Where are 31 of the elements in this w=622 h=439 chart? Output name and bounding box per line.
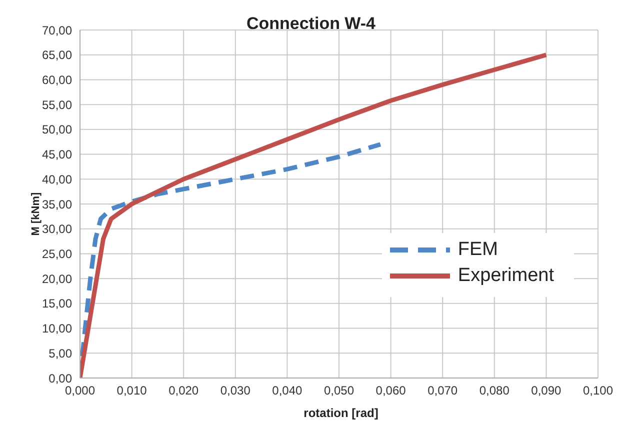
- y-tick-label: 45,00: [42, 148, 72, 162]
- y-tick-label: 55,00: [42, 98, 72, 112]
- y-tick-label: 60,00: [42, 72, 72, 87]
- y-tick-label: 40,00: [42, 172, 72, 186]
- legend-label: FEM: [458, 239, 498, 261]
- x-tick-label: 0,050: [324, 384, 354, 398]
- x-tick-label: 0,100: [582, 384, 614, 398]
- x-tick-label: 0,040: [272, 384, 303, 398]
- legend-label: Experiment: [458, 265, 554, 287]
- y-tick-label: 15,00: [42, 296, 72, 311]
- y-tick-label: 20,00: [42, 272, 72, 286]
- y-tick-label: 5,00: [48, 346, 72, 360]
- x-tick-label: 0,070: [428, 384, 458, 398]
- x-tick-label: 0,090: [531, 384, 562, 398]
- y-tick-label: 50,00: [42, 122, 72, 137]
- x-tick-label: 0,080: [479, 384, 510, 398]
- x-tick-label: 0,060: [376, 384, 406, 398]
- y-tick-label: 25,00: [42, 246, 72, 261]
- y-tick-label: 10,00: [42, 322, 72, 336]
- y-tick-label: 65,00: [42, 48, 72, 62]
- x-tick-label: 0,020: [168, 384, 199, 398]
- x-tick-label: 0,000: [64, 384, 96, 398]
- y-tick-label: 70,00: [42, 23, 72, 38]
- x-tick-label: 0,030: [220, 384, 251, 398]
- chart-title: Connection W-4: [246, 14, 376, 33]
- y-axis-title: M [kNm]: [30, 191, 42, 238]
- x-axis-title: rotation [rad]: [302, 406, 380, 420]
- y-tick-label: 35,00: [42, 197, 72, 212]
- y-tick-label: 30,00: [42, 222, 72, 236]
- y-tick-label: 0,00: [48, 371, 72, 386]
- x-tick-label: 0,010: [116, 384, 148, 398]
